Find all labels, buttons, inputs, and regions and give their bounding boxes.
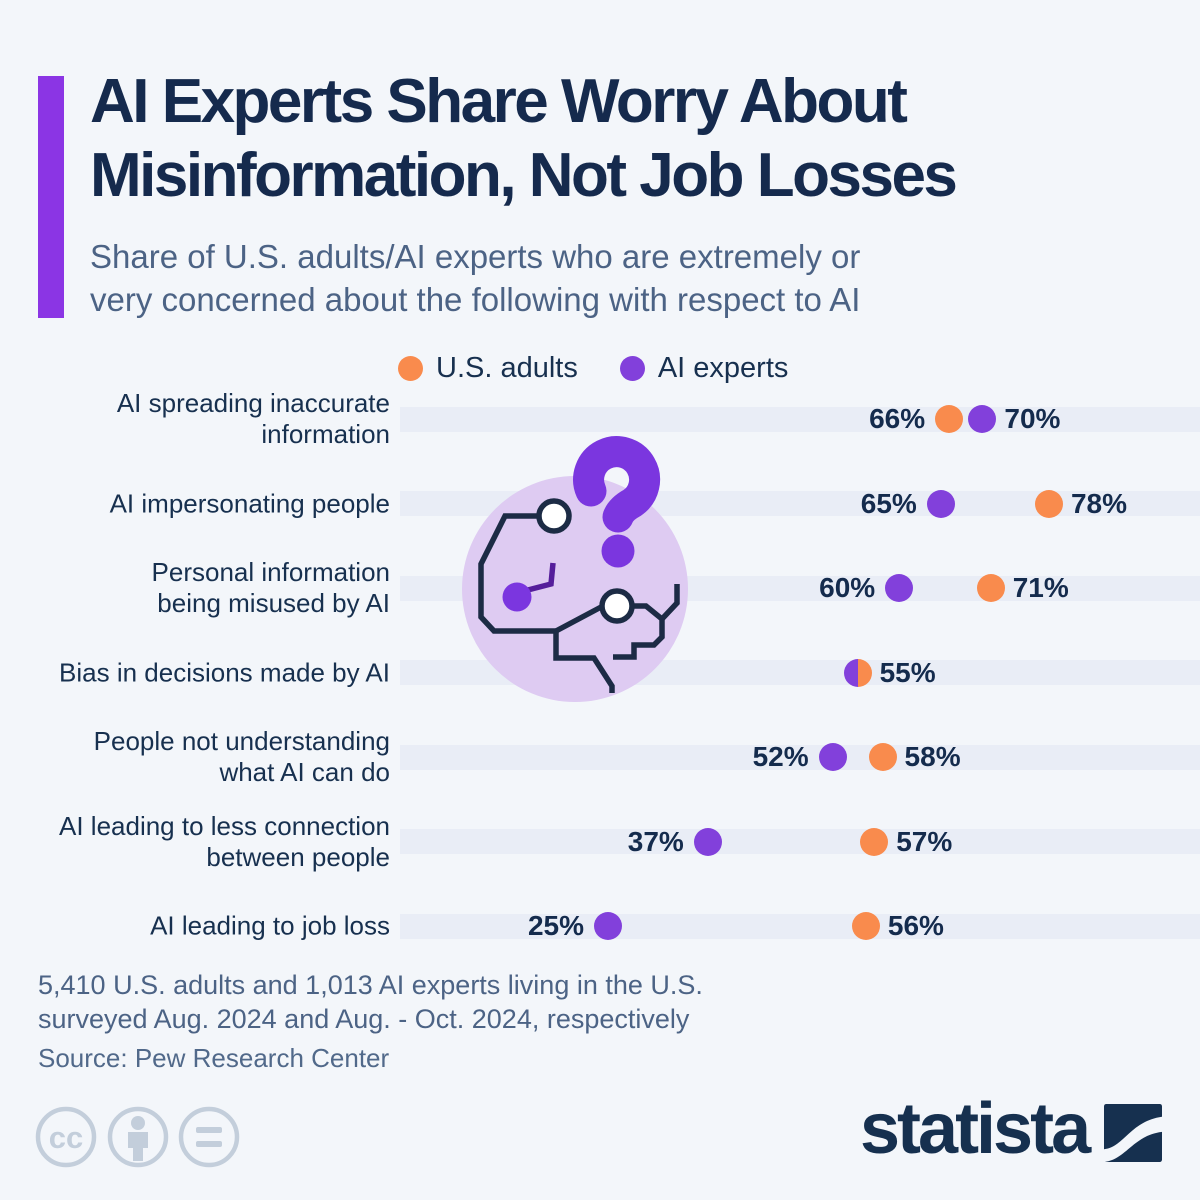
data-point-dot xyxy=(594,912,622,940)
survey-note-line1: 5,410 U.S. adults and 1,013 AI experts l… xyxy=(38,970,703,1000)
value-label: 55% xyxy=(879,656,936,688)
category-label: Bias in decisions made by AI xyxy=(59,657,390,687)
category-label: People not understanding what AI can do xyxy=(93,726,390,787)
legend-dot-icon xyxy=(398,356,423,381)
data-point-dot xyxy=(818,743,847,771)
data-point-dot xyxy=(935,405,964,433)
cc-nd-icon[interactable] xyxy=(178,1106,240,1168)
value-label: 71% xyxy=(1012,572,1069,603)
data-point-dot xyxy=(926,489,955,518)
survey-note-line2: surveyed Aug. 2024 and Aug. - Oct. 2024,… xyxy=(38,1004,690,1034)
data-point-dot xyxy=(693,827,722,856)
creative-commons-icons[interactable]: cc xyxy=(33,1103,283,1173)
legend-label: AI experts xyxy=(657,352,789,384)
value-label: 78% xyxy=(1070,487,1127,519)
value-label: 57% xyxy=(896,825,953,857)
value-label: 70% xyxy=(1004,403,1061,434)
chart-legend: U.S. adults AI experts xyxy=(398,352,788,385)
data-point-dot xyxy=(843,658,872,687)
data-point-dot xyxy=(968,405,997,433)
row-track xyxy=(400,660,1200,685)
title-accent-bar xyxy=(38,76,64,318)
row-track xyxy=(400,406,1200,432)
row-track xyxy=(400,744,1200,770)
category-label: AI leading to less connection between peo… xyxy=(59,810,390,872)
value-label: 56% xyxy=(887,910,944,941)
legend-item: AI experts xyxy=(619,352,789,385)
value-label: 25% xyxy=(527,910,584,941)
value-label: 66% xyxy=(869,403,926,434)
data-point-dot xyxy=(885,574,914,602)
category-label: AI spreading inaccurate information xyxy=(116,388,390,449)
cc-icon[interactable]: cc xyxy=(35,1106,97,1168)
page-subtitle-line1: Share of U.S. adults/AI experts who are … xyxy=(90,238,861,275)
category-label: AI leading to job loss xyxy=(150,910,390,941)
legend-label: U.S. adults xyxy=(436,352,578,384)
statista-wordmark: statista xyxy=(860,1089,1091,1169)
value-label: 58% xyxy=(904,741,961,772)
value-label: 60% xyxy=(819,572,876,603)
svg-text:cc: cc xyxy=(49,1120,83,1155)
cc-by-icon[interactable] xyxy=(107,1106,169,1168)
data-point-dot xyxy=(976,574,1005,602)
data-point-dot xyxy=(860,827,889,856)
page-title-line2: Misinformation, Not Job Losses xyxy=(90,141,958,210)
legend-item: U.S. adults xyxy=(398,352,578,385)
statista-logo-mark xyxy=(1104,1104,1163,1162)
data-point-dot xyxy=(868,743,897,771)
legend-dot-icon xyxy=(619,356,645,381)
row-track xyxy=(400,913,1200,939)
page-subtitle-line2: very concerned about the following with … xyxy=(90,281,861,318)
source-credit: Source: Pew Research Center xyxy=(38,1043,390,1073)
row-track xyxy=(400,829,1200,854)
data-point-dot xyxy=(851,912,880,940)
value-label: 37% xyxy=(627,825,684,857)
data-point-dot xyxy=(1034,489,1063,518)
category-label: AI impersonating people xyxy=(109,488,390,518)
page-title-line1: AI Experts Share Worry About xyxy=(90,67,908,136)
value-label: 52% xyxy=(752,741,809,772)
category-label: Personal information being misused by AI xyxy=(151,557,390,618)
value-label: 65% xyxy=(860,487,917,519)
statista-logo[interactable]: statista xyxy=(860,1089,1164,1169)
